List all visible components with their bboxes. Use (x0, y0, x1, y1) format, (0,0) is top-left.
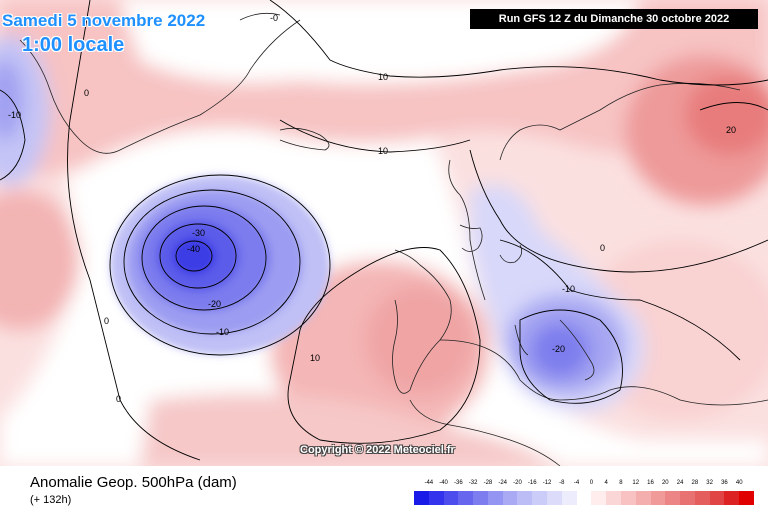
lead-time-label: (+ 132h) (30, 494, 72, 506)
legend-swatch (458, 491, 474, 505)
legend-tick-label: 20 (661, 480, 669, 486)
legend-tick-label: -24 (498, 480, 508, 486)
legend-swatch (739, 491, 754, 505)
legend-tick-label: 36 (721, 480, 728, 486)
legend-tick-label: 8 (619, 480, 623, 486)
legend-tick-label: -20 (513, 480, 522, 486)
legend-swatch (487, 491, 503, 505)
legend-swatch (680, 491, 695, 505)
coastlines (19, 12, 768, 467)
forecast-date: Samedi 5 novembre 2022 (2, 11, 206, 30)
legend-swatch (414, 491, 429, 505)
legend-tick-label: -36 (454, 480, 463, 486)
contour-label: 20 (726, 125, 736, 135)
legend-tick-label: 12 (632, 480, 640, 486)
legend-swatch (473, 491, 488, 505)
contour-label: -10 (8, 110, 21, 120)
color-scale-legend (414, 491, 754, 505)
legend-tick-label: -8 (559, 480, 565, 486)
legend-tick-label: -32 (468, 480, 478, 486)
legend-tick-label: -28 (483, 480, 493, 486)
legend-swatch (443, 491, 459, 505)
forecast-time: 1:00 locale (22, 34, 125, 56)
isolines (0, 0, 768, 461)
legend-swatch (591, 491, 607, 505)
legend-swatch (561, 491, 577, 505)
legend-swatch (532, 491, 548, 505)
legend-swatch (620, 491, 636, 505)
contour-label: -20 (552, 344, 565, 354)
legend-tick-label: -40 (439, 480, 448, 486)
legend-ticks: -44 -40 -36 -32 -28 -24 -20 -16 -12 -8 -4 0 4 8 12 16 20… (414, 480, 754, 490)
legend-swatch (606, 491, 621, 505)
legend-swatch (724, 491, 740, 505)
parameter-label: Anomalie Geop. 500hPa (dam) (30, 474, 237, 491)
legend-tick-label: 24 (676, 480, 684, 486)
legend-tick-label: 16 (647, 480, 654, 486)
contour-label: -0 (270, 13, 278, 23)
contour-label: 0 (116, 394, 121, 404)
anomaly-shading (0, 0, 768, 466)
legend-swatch (576, 491, 592, 505)
contour-label: 10 (310, 353, 320, 363)
legend-tick-label: -16 (527, 480, 537, 486)
legend-tick-label: 40 (735, 480, 743, 486)
run-info-banner: Run GFS 12 Z du Dimanche 30 octobre 2022 (470, 9, 758, 29)
legend-swatch (694, 491, 710, 505)
legend-swatch (517, 491, 533, 505)
legend-swatch (547, 491, 562, 505)
legend-tick-label: 0 (589, 480, 594, 486)
legend-tick-label: 32 (706, 480, 713, 486)
legend-tick-label: -12 (542, 480, 552, 486)
contour-label: 10 (378, 146, 388, 156)
contour-label: 0 (600, 243, 605, 253)
contour-label: 0 (84, 88, 89, 98)
legend-tick-label: -4 (573, 480, 580, 486)
legend-swatch (709, 491, 725, 505)
legend-swatch (665, 491, 681, 505)
contour-label: 0 (104, 316, 109, 326)
contour-label: -20 (208, 299, 221, 309)
contour-label: -10 (562, 284, 575, 294)
legend-tick-label: 4 (604, 480, 608, 486)
contour-labels: -0 -10 10 10 -30 -40 -20 -10 0 10 0 -10 … (8, 13, 736, 404)
copyright-notice: Copyright © 2022 Meteociel.fr (300, 444, 455, 456)
contour-label: 10 (378, 72, 388, 82)
legend-tick-label: 28 (691, 480, 699, 486)
atlantic-low (110, 175, 330, 355)
legend-swatch (635, 491, 651, 505)
legend-tick-label: -44 (424, 480, 434, 486)
contour-label: -40 (187, 244, 200, 254)
legend-swatch (502, 491, 518, 505)
legend-swatch (650, 491, 666, 505)
contour-label: -10 (216, 327, 229, 337)
contour-label: -30 (192, 228, 205, 238)
legend-swatch (428, 491, 444, 505)
